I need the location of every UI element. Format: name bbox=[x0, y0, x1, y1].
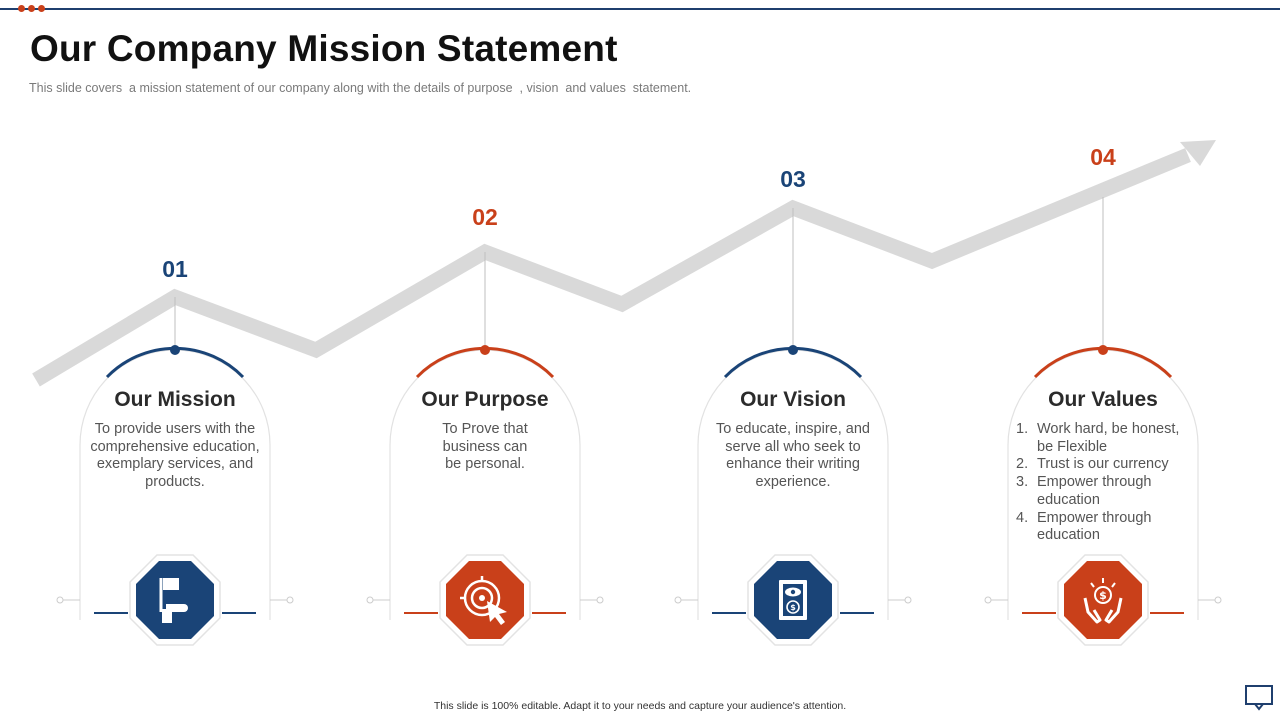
comment-icon[interactable] bbox=[1244, 684, 1274, 712]
card-number-values: 04 bbox=[1090, 144, 1116, 170]
svg-text:$: $ bbox=[1099, 589, 1107, 602]
card-description-purpose: To Prove that business can be personal. bbox=[442, 421, 528, 473]
card-title-values: Our Values bbox=[1048, 388, 1158, 411]
values-list: 1. Work hard, be honest, be Flexible 2. Tr… bbox=[1016, 421, 1196, 545]
hands-dollar-icon: $ bbox=[1057, 554, 1149, 646]
page-subtitle: This slide covers a mission statement of… bbox=[29, 81, 692, 95]
card-description-mission: To provide users with the comprehensive … bbox=[90, 421, 260, 491]
card-outline-mission bbox=[56, 345, 294, 620]
card-outline-purpose bbox=[366, 345, 604, 620]
zigzag-arrow bbox=[32, 148, 1191, 387]
card-outline-vision bbox=[674, 345, 912, 620]
card-number-mission: 01 bbox=[162, 256, 188, 282]
hand-flag-icon bbox=[129, 554, 221, 646]
card-title-mission: Our Mission bbox=[114, 388, 236, 411]
card-description-vision: To educate, inspire, and serve all who s… bbox=[716, 421, 870, 491]
page-title: Our Company Mission Statement bbox=[30, 28, 618, 69]
list-item: 3. Empower through education bbox=[1016, 474, 1152, 508]
card-outline-values bbox=[984, 345, 1222, 620]
card-title-vision: Our Vision bbox=[740, 388, 846, 411]
arrow-head bbox=[1180, 140, 1216, 166]
card-title-purpose: Our Purpose bbox=[421, 388, 549, 411]
eye-document-icon: $ bbox=[747, 554, 839, 646]
list-item: 2. Trust is our currency bbox=[1016, 456, 1169, 473]
card-number-vision: 03 bbox=[780, 166, 806, 192]
card-number-purpose: 02 bbox=[472, 204, 498, 230]
target-cursor-icon bbox=[439, 554, 531, 646]
svg-text:$: $ bbox=[790, 603, 796, 612]
top-dots-decoration bbox=[18, 5, 45, 12]
slide-footer: This slide is 100% editable. Adapt it to… bbox=[433, 700, 847, 712]
top-rule bbox=[0, 8, 1280, 10]
list-item: 1. Work hard, be honest, be Flexible bbox=[1016, 421, 1180, 455]
list-item: 4. Empower through education bbox=[1016, 509, 1152, 544]
